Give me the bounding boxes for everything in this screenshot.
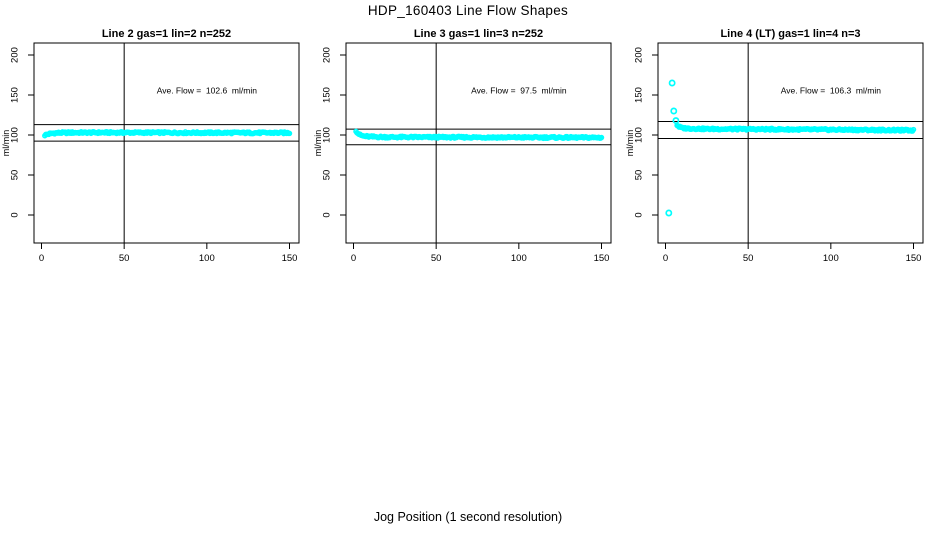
panel-title: Line 3 gas=1 lin=3 n=252 xyxy=(413,28,544,40)
plot-box xyxy=(33,42,300,244)
x-tick-label: 50 xyxy=(119,253,130,264)
y-axis-title: ml/min xyxy=(1,130,11,157)
y-tick-label: 0 xyxy=(634,212,645,217)
y-tick-label: 200 xyxy=(634,47,645,63)
x-tick-label: 150 xyxy=(906,253,922,264)
main-title: HDP_160403 Line Flow Shapes xyxy=(367,3,569,18)
y-tick-label: 150 xyxy=(10,87,21,103)
panel-plot: 0 50 100 150 200 0 50 100 150 ml/min Ave. Flow = 1… xyxy=(625,42,924,264)
data-point xyxy=(910,126,917,133)
outlier-point xyxy=(670,107,678,115)
panel-line-4: 0 50 100 150 200 0 50 100 150 ml/min Ave. Flow = 1… xyxy=(624,0,936,270)
y-tick-label: 100 xyxy=(10,127,21,143)
outlier-point xyxy=(665,209,673,217)
x-tick-label: 50 xyxy=(431,253,442,264)
data-point xyxy=(286,130,293,137)
y-tick-label: 100 xyxy=(634,127,645,143)
y-tick-label: 50 xyxy=(634,170,645,181)
outlier-point xyxy=(672,117,680,125)
x-tick-label: 0 xyxy=(663,253,668,264)
x-tick-label: 0 xyxy=(39,253,44,264)
data-point xyxy=(598,134,605,141)
x-tick-label: 150 xyxy=(594,253,610,264)
ave-flow-annotation: Ave. Flow = 102.6 ml/min xyxy=(157,85,258,95)
y-tick-label: 150 xyxy=(322,87,333,103)
plot-box xyxy=(657,42,924,244)
x-axis-label: Jog Position (1 second resolution) xyxy=(373,510,563,524)
y-tick-label: 50 xyxy=(10,170,21,181)
y-axis-title: ml/min xyxy=(625,130,635,157)
panel-title: Line 2 gas=1 lin=2 n=252 xyxy=(101,28,232,40)
plot-box xyxy=(345,42,612,244)
y-tick-label: 150 xyxy=(634,87,645,103)
x-tick-label: 50 xyxy=(743,253,754,264)
x-tick-label: 100 xyxy=(511,253,527,264)
panel-plot: 0 50 100 150 200 0 50 100 150 ml/min Ave. Flow = 1… xyxy=(1,42,300,264)
y-axis-title: ml/min xyxy=(313,130,323,157)
x-tick-label: 100 xyxy=(199,253,215,264)
ave-flow-annotation: Ave. Flow = 97.5 ml/min xyxy=(471,85,567,95)
x-tick-label: 150 xyxy=(282,253,298,264)
outlier-point xyxy=(668,79,676,87)
y-tick-label: 200 xyxy=(322,47,333,63)
x-tick-label: 0 xyxy=(351,253,356,264)
x-tick-label: 100 xyxy=(823,253,839,264)
ave-flow-annotation: Ave. Flow = 106.3 ml/min xyxy=(781,85,882,95)
panel-plot: 0 50 100 150 200 0 50 100 150 ml/min Ave. Flow = 9… xyxy=(313,42,612,264)
y-tick-label: 0 xyxy=(322,212,333,217)
panel-line-2: 0 50 100 150 200 0 50 100 150 ml/min Ave. Flow = 1… xyxy=(0,0,312,270)
y-tick-label: 200 xyxy=(10,47,21,63)
panel-line-3: 0 50 100 150 200 0 50 100 150 ml/min Ave. Flow = 9… xyxy=(312,0,624,270)
panel-title: Line 4 (LT) gas=1 lin=4 n=3 xyxy=(720,28,861,40)
y-tick-label: 0 xyxy=(10,212,21,217)
y-tick-label: 50 xyxy=(322,170,333,181)
y-tick-label: 100 xyxy=(322,127,333,143)
